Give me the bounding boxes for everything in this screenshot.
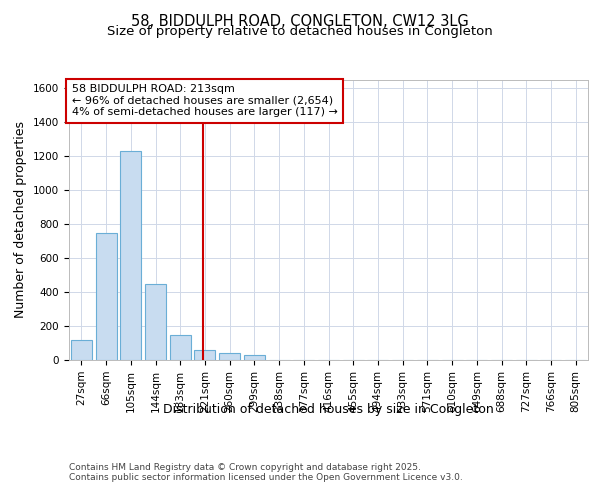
Text: Contains HM Land Registry data © Crown copyright and database right 2025.: Contains HM Land Registry data © Crown c…	[69, 462, 421, 471]
Bar	[194, 350, 215, 360]
Bar	[244, 355, 265, 360]
Text: Size of property relative to detached houses in Congleton: Size of property relative to detached ho…	[107, 25, 493, 38]
Text: 58, BIDDULPH ROAD, CONGLETON, CW12 3LG: 58, BIDDULPH ROAD, CONGLETON, CW12 3LG	[131, 14, 469, 29]
Bar	[170, 334, 191, 360]
Bar	[219, 353, 240, 360]
Bar	[71, 340, 92, 360]
Text: 58 BIDDULPH ROAD: 213sqm
← 96% of detached houses are smaller (2,654)
4% of semi: 58 BIDDULPH ROAD: 213sqm ← 96% of detach…	[71, 84, 337, 117]
Bar	[95, 232, 116, 360]
Bar	[120, 152, 141, 360]
Text: Distribution of detached houses by size in Congleton: Distribution of detached houses by size …	[163, 402, 494, 415]
Y-axis label: Number of detached properties: Number of detached properties	[14, 122, 28, 318]
Text: Contains public sector information licensed under the Open Government Licence v3: Contains public sector information licen…	[69, 472, 463, 482]
Bar	[145, 284, 166, 360]
